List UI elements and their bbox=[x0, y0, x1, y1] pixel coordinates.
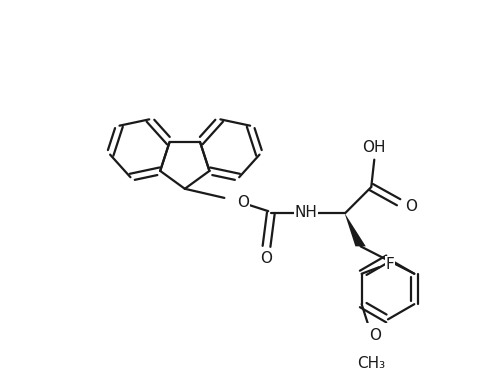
Text: O: O bbox=[405, 199, 417, 214]
Text: OH: OH bbox=[362, 140, 386, 155]
Polygon shape bbox=[344, 213, 366, 246]
Text: F: F bbox=[386, 257, 394, 272]
Text: CH₃: CH₃ bbox=[356, 356, 385, 369]
Text: NH: NH bbox=[294, 206, 318, 220]
Text: O: O bbox=[369, 328, 381, 344]
Text: O: O bbox=[260, 251, 272, 266]
Text: O: O bbox=[238, 195, 250, 210]
